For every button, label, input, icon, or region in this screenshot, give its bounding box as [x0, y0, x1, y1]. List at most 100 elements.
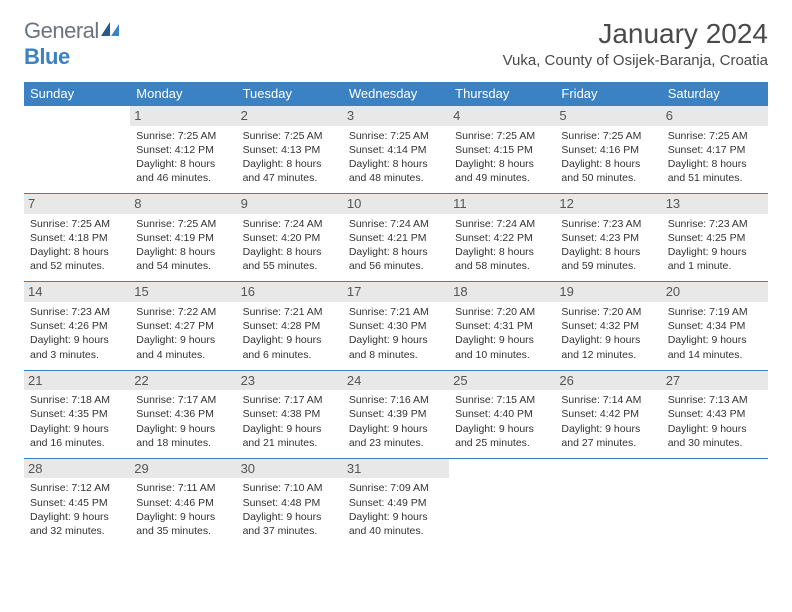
- daylight-line1: Daylight: 8 hours: [136, 157, 230, 171]
- day-number: 5: [555, 106, 661, 126]
- daylight-line1: Daylight: 9 hours: [349, 333, 443, 347]
- daylight-line1: Daylight: 9 hours: [243, 422, 337, 436]
- day-number: 24: [343, 371, 449, 391]
- daylight-line2: and 12 minutes.: [561, 348, 655, 362]
- day-cell: 1Sunrise: 7:25 AMSunset: 4:12 PMDaylight…: [130, 106, 236, 194]
- dayhead-wednesday: Wednesday: [343, 82, 449, 106]
- day-number: 6: [662, 106, 768, 126]
- sunset-text: Sunset: 4:35 PM: [30, 407, 124, 421]
- daylight-line1: Daylight: 8 hours: [455, 157, 549, 171]
- day-cell: 4Sunrise: 7:25 AMSunset: 4:15 PMDaylight…: [449, 106, 555, 194]
- sunrise-text: Sunrise: 7:21 AM: [349, 305, 443, 319]
- sunset-text: Sunset: 4:45 PM: [30, 496, 124, 510]
- logo: General Blue: [24, 18, 119, 70]
- sunrise-text: Sunrise: 7:25 AM: [668, 129, 762, 143]
- daylight-line2: and 25 minutes.: [455, 436, 549, 450]
- sunrise-text: Sunrise: 7:25 AM: [349, 129, 443, 143]
- sunrise-text: Sunrise: 7:17 AM: [243, 393, 337, 407]
- daylight-line1: Daylight: 8 hours: [561, 157, 655, 171]
- sunset-text: Sunset: 4:15 PM: [455, 143, 549, 157]
- sunset-text: Sunset: 4:16 PM: [561, 143, 655, 157]
- daylight-line1: Daylight: 8 hours: [668, 157, 762, 171]
- sunset-text: Sunset: 4:27 PM: [136, 319, 230, 333]
- day-cell: 26Sunrise: 7:14 AMSunset: 4:42 PMDayligh…: [555, 370, 661, 458]
- daylight-line1: Daylight: 9 hours: [30, 422, 124, 436]
- dayhead-monday: Monday: [130, 82, 236, 106]
- day-number: 27: [662, 371, 768, 391]
- week-row: 14Sunrise: 7:23 AMSunset: 4:26 PMDayligh…: [24, 282, 768, 370]
- daylight-line2: and 54 minutes.: [136, 259, 230, 273]
- day-cell: 31Sunrise: 7:09 AMSunset: 4:49 PMDayligh…: [343, 458, 449, 546]
- week-row: 1Sunrise: 7:25 AMSunset: 4:12 PMDaylight…: [24, 106, 768, 194]
- daylight-line1: Daylight: 8 hours: [349, 245, 443, 259]
- day-cell: 3Sunrise: 7:25 AMSunset: 4:14 PMDaylight…: [343, 106, 449, 194]
- day-header-row: Sunday Monday Tuesday Wednesday Thursday…: [24, 82, 768, 106]
- week-row: 7Sunrise: 7:25 AMSunset: 4:18 PMDaylight…: [24, 194, 768, 282]
- daylight-line2: and 4 minutes.: [136, 348, 230, 362]
- sunrise-text: Sunrise: 7:21 AM: [243, 305, 337, 319]
- logo-sail-icon: [101, 18, 119, 44]
- sunrise-text: Sunrise: 7:25 AM: [243, 129, 337, 143]
- sunset-text: Sunset: 4:13 PM: [243, 143, 337, 157]
- day-number: 23: [237, 371, 343, 391]
- daylight-line2: and 50 minutes.: [561, 171, 655, 185]
- calendar-table: Sunday Monday Tuesday Wednesday Thursday…: [24, 82, 768, 546]
- sunrise-text: Sunrise: 7:17 AM: [136, 393, 230, 407]
- day-number: 11: [449, 194, 555, 214]
- sunrise-text: Sunrise: 7:23 AM: [668, 217, 762, 231]
- day-cell: 28Sunrise: 7:12 AMSunset: 4:45 PMDayligh…: [24, 458, 130, 546]
- sunset-text: Sunset: 4:23 PM: [561, 231, 655, 245]
- sunset-text: Sunset: 4:43 PM: [668, 407, 762, 421]
- day-number: 4: [449, 106, 555, 126]
- daylight-line2: and 55 minutes.: [243, 259, 337, 273]
- day-cell: 9Sunrise: 7:24 AMSunset: 4:20 PMDaylight…: [237, 194, 343, 282]
- sunrise-text: Sunrise: 7:24 AM: [243, 217, 337, 231]
- week-row: 28Sunrise: 7:12 AMSunset: 4:45 PMDayligh…: [24, 458, 768, 546]
- day-cell: 25Sunrise: 7:15 AMSunset: 4:40 PMDayligh…: [449, 370, 555, 458]
- sunrise-text: Sunrise: 7:24 AM: [349, 217, 443, 231]
- daylight-line2: and 18 minutes.: [136, 436, 230, 450]
- sunrise-text: Sunrise: 7:13 AM: [668, 393, 762, 407]
- dayhead-tuesday: Tuesday: [237, 82, 343, 106]
- sunset-text: Sunset: 4:36 PM: [136, 407, 230, 421]
- sunset-text: Sunset: 4:14 PM: [349, 143, 443, 157]
- daylight-line2: and 35 minutes.: [136, 524, 230, 538]
- sunset-text: Sunset: 4:19 PM: [136, 231, 230, 245]
- day-number: 15: [130, 282, 236, 302]
- day-cell: 23Sunrise: 7:17 AMSunset: 4:38 PMDayligh…: [237, 370, 343, 458]
- day-number: 3: [343, 106, 449, 126]
- day-cell: 5Sunrise: 7:25 AMSunset: 4:16 PMDaylight…: [555, 106, 661, 194]
- day-number: 17: [343, 282, 449, 302]
- day-number: 18: [449, 282, 555, 302]
- daylight-line2: and 32 minutes.: [30, 524, 124, 538]
- daylight-line1: Daylight: 9 hours: [349, 510, 443, 524]
- daylight-line1: Daylight: 8 hours: [243, 157, 337, 171]
- day-cell: 21Sunrise: 7:18 AMSunset: 4:35 PMDayligh…: [24, 370, 130, 458]
- daylight-line2: and 16 minutes.: [30, 436, 124, 450]
- daylight-line2: and 27 minutes.: [561, 436, 655, 450]
- day-number: 8: [130, 194, 236, 214]
- day-cell: 2Sunrise: 7:25 AMSunset: 4:13 PMDaylight…: [237, 106, 343, 194]
- day-cell: 11Sunrise: 7:24 AMSunset: 4:22 PMDayligh…: [449, 194, 555, 282]
- sunset-text: Sunset: 4:20 PM: [243, 231, 337, 245]
- day-number: 7: [24, 194, 130, 214]
- daylight-line1: Daylight: 9 hours: [668, 333, 762, 347]
- daylight-line1: Daylight: 8 hours: [243, 245, 337, 259]
- sunrise-text: Sunrise: 7:20 AM: [561, 305, 655, 319]
- daylight-line1: Daylight: 9 hours: [349, 422, 443, 436]
- daylight-line1: Daylight: 8 hours: [30, 245, 124, 259]
- daylight-line1: Daylight: 9 hours: [668, 245, 762, 259]
- daylight-line2: and 21 minutes.: [243, 436, 337, 450]
- day-cell: 14Sunrise: 7:23 AMSunset: 4:26 PMDayligh…: [24, 282, 130, 370]
- sunset-text: Sunset: 4:39 PM: [349, 407, 443, 421]
- daylight-line2: and 6 minutes.: [243, 348, 337, 362]
- daylight-line2: and 56 minutes.: [349, 259, 443, 273]
- daylight-line2: and 23 minutes.: [349, 436, 443, 450]
- sunset-text: Sunset: 4:26 PM: [30, 319, 124, 333]
- daylight-line2: and 49 minutes.: [455, 171, 549, 185]
- sunrise-text: Sunrise: 7:20 AM: [455, 305, 549, 319]
- daylight-line1: Daylight: 9 hours: [136, 510, 230, 524]
- daylight-line2: and 51 minutes.: [668, 171, 762, 185]
- sunset-text: Sunset: 4:22 PM: [455, 231, 549, 245]
- daylight-line2: and 3 minutes.: [30, 348, 124, 362]
